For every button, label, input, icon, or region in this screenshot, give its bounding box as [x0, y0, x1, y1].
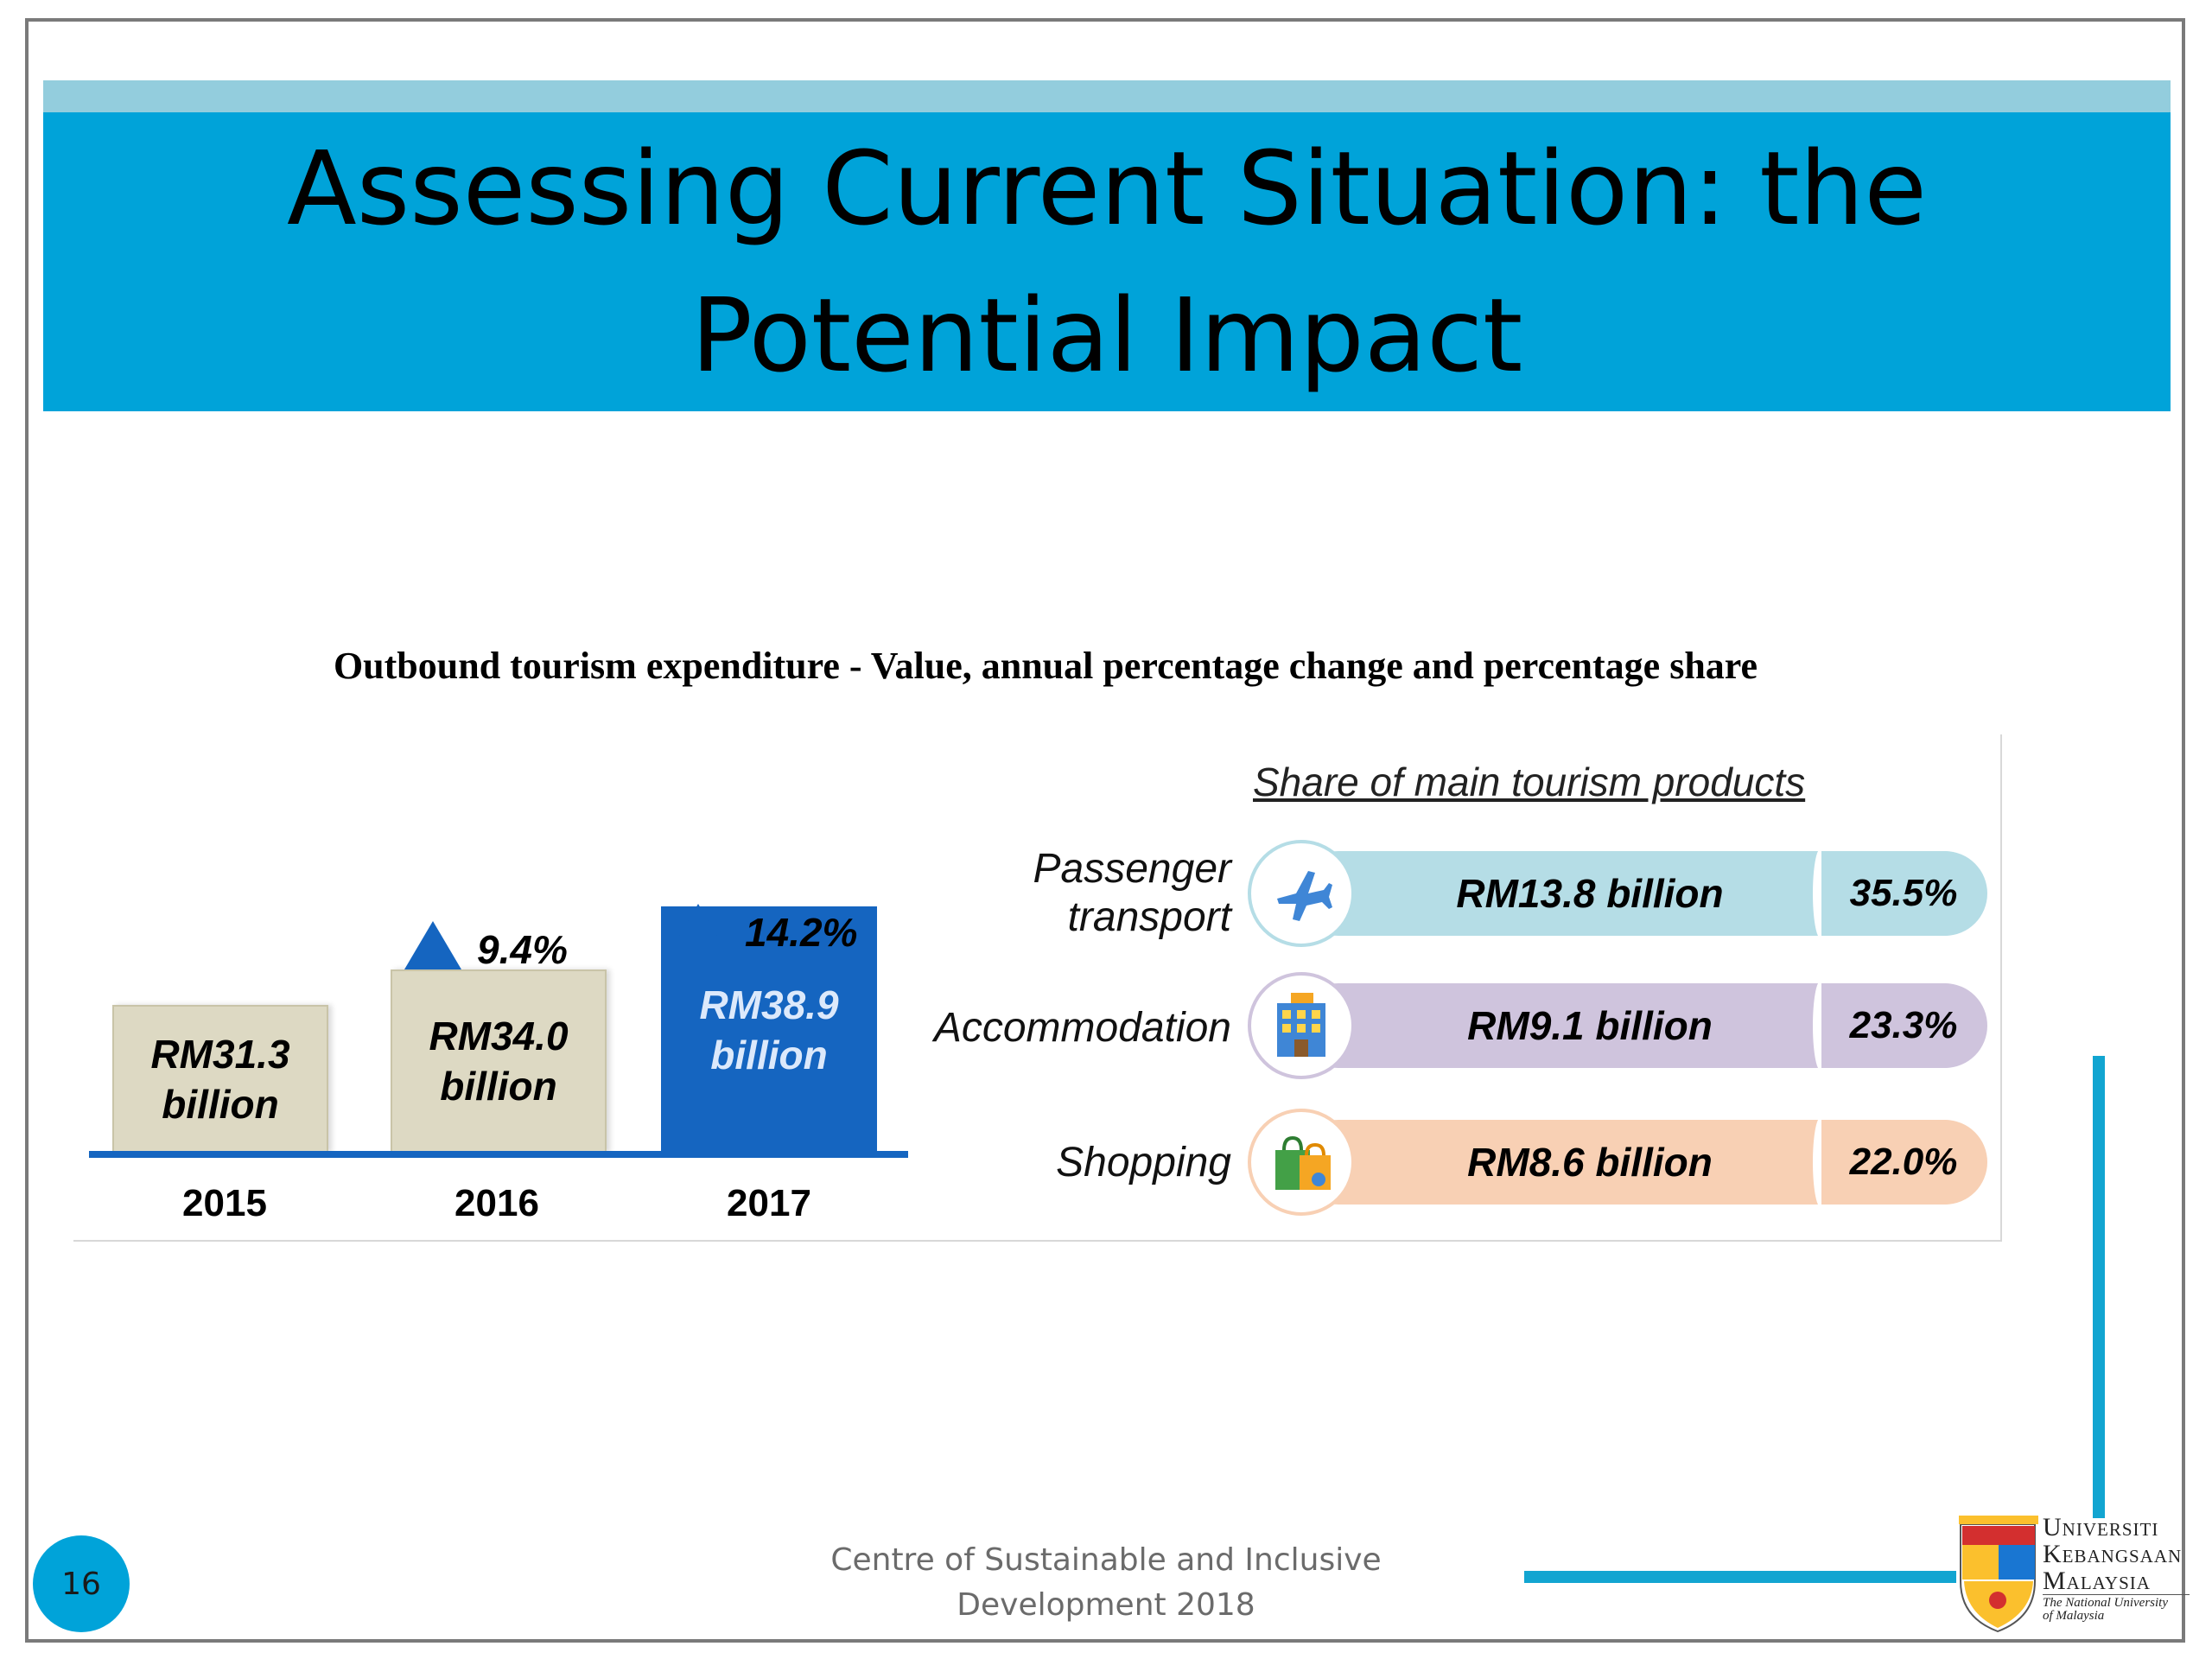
share-title: Share of main tourism products	[1253, 760, 1806, 804]
share-percent-transport: 35.5%	[1821, 851, 1986, 936]
bar-value-unit: billion	[162, 1081, 279, 1127]
decorative-vertical-line	[2093, 1056, 2105, 1518]
infographic-panel	[73, 734, 2002, 1242]
footer-line2: Development 2018	[957, 1587, 1255, 1623]
decorative-horizontal-line	[1524, 1571, 1956, 1583]
row-label-transport: Passenger transport	[1033, 845, 1231, 942]
increase-triangle-icon	[670, 904, 727, 952]
row-label-line1: Accommodation	[933, 1005, 1231, 1051]
row-label-line2: transport	[1067, 894, 1231, 940]
increase-triangle-icon	[404, 921, 461, 969]
bar-value-unit: billion	[440, 1064, 557, 1109]
year-label-2017: 2017	[727, 1182, 811, 1224]
share-percent-accommodation: 23.3%	[1821, 983, 1986, 1068]
share-value-transport: RM13.8 billion	[1456, 871, 1724, 916]
year-label-2016: 2016	[454, 1182, 539, 1224]
logo-tagline1: The National University	[2043, 1594, 2190, 1610]
page-number: 16	[61, 1566, 101, 1602]
change-label-2017: 14.2%	[745, 910, 858, 955]
footer-line1: Centre of Sustainable and Inclusive	[830, 1542, 1382, 1578]
bar-2016: RM34.0 billion	[391, 969, 607, 1153]
logo-line1: Universiti	[2043, 1513, 2159, 1541]
share-value-accommodation: RM9.1 billion	[1467, 1003, 1713, 1048]
hotel-icon	[1248, 972, 1355, 1079]
share-percent-shopping: 22.0%	[1821, 1120, 1986, 1205]
bar-value-label: RM31.3	[150, 1031, 290, 1077]
row-label-line1: Passenger	[1033, 846, 1231, 892]
title-banner-strip	[43, 80, 2171, 115]
university-logo-text: Universiti Kebangsaan Malaysia The Natio…	[2043, 1514, 2190, 1623]
slide-frame	[25, 18, 2185, 1643]
chart-baseline	[89, 1151, 908, 1158]
bar-value-label: RM38.9	[699, 982, 839, 1027]
share-value-shopping: RM8.6 billion	[1467, 1140, 1713, 1185]
logo-tagline2: of Malaysia	[2043, 1609, 2105, 1623]
chart-caption: Outbound tourism expenditure - Value, an…	[333, 645, 1758, 687]
university-crest-icon	[1959, 1516, 2038, 1633]
title-banner: Assessing Current Situation: the Potenti…	[43, 112, 2171, 411]
logo-line3: Malaysia	[2043, 1567, 2151, 1595]
bar-value-label: RM34.0	[429, 1014, 569, 1058]
footer-text: Centre of Sustainable and Inclusive Deve…	[760, 1538, 1452, 1628]
row-label-line1: Shopping	[1056, 1140, 1231, 1185]
slide-title: Assessing Current Situation: the Potenti…	[287, 129, 1927, 395]
year-label-2015: 2015	[182, 1182, 267, 1224]
shopping-bag-icon	[1248, 1109, 1355, 1216]
page-number-badge: 16	[33, 1535, 130, 1632]
logo-line2: Kebangsaan	[2043, 1540, 2183, 1568]
airplane-icon	[1248, 840, 1355, 947]
bar-value-unit: billion	[710, 1032, 828, 1077]
row-label-accommodation: Accommodation	[934, 1004, 1231, 1052]
bar-2015: RM31.3 billion	[112, 1005, 328, 1153]
change-label-2016: 9.4%	[477, 927, 568, 972]
row-label-shopping: Shopping	[1056, 1139, 1231, 1187]
